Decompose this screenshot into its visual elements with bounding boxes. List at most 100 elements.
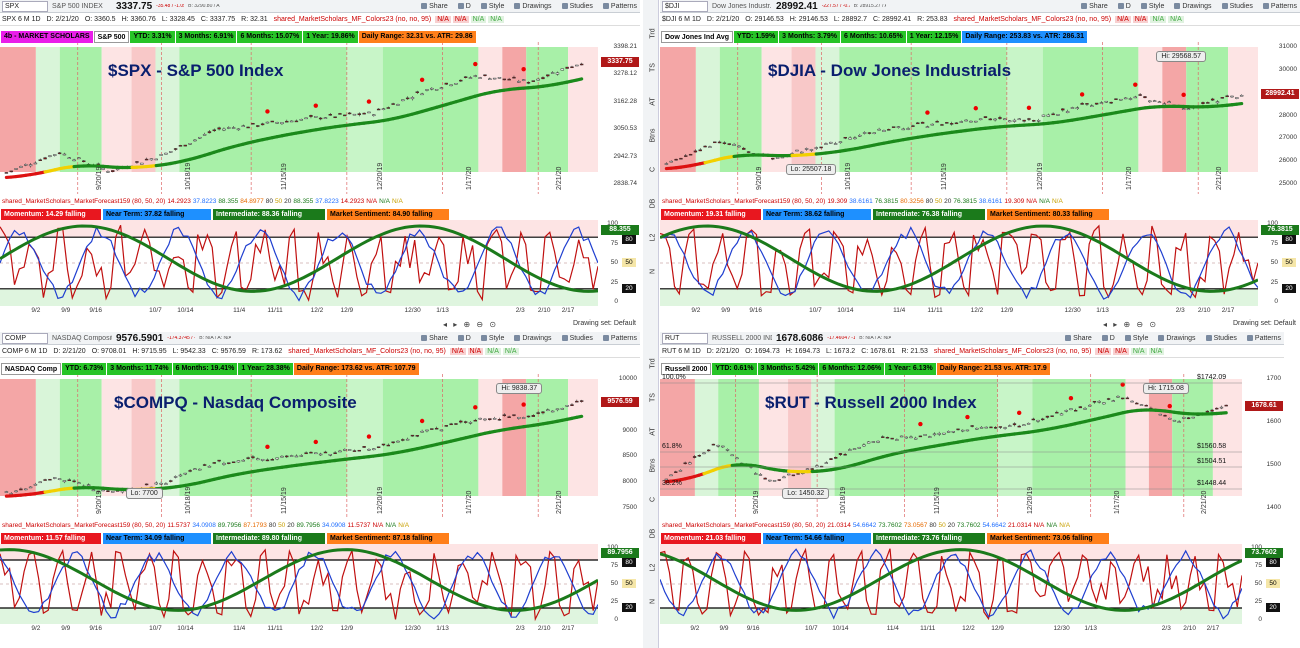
time-x-axis[interactable]: 9/2 9/9 9/16 10/7 10/14 11/4 11/11 12/2 12/9 12/3… — [660, 625, 1244, 635]
toolbar-style-button[interactable]: Style — [1122, 335, 1152, 342]
price-chart[interactable] — [660, 27, 1258, 194]
instrument-name: RUSSELL 2000 INDEX — [712, 334, 772, 342]
x-tick-label: 9/2 — [691, 307, 701, 314]
candle — [1080, 103, 1084, 105]
symbol-input[interactable]: COMP — [2, 332, 48, 344]
toolbar-patterns-button[interactable]: Patterns — [600, 335, 640, 342]
x-tick-label: 9/9 — [719, 625, 729, 632]
side-tab[interactable]: N — [649, 268, 657, 275]
candle — [410, 97, 415, 100]
candle — [679, 157, 683, 160]
low-callout: Lo: 7700 — [125, 488, 163, 499]
study-name[interactable]: shared_MarketScholars_MF_Colors23 (no, n… — [273, 16, 432, 23]
toolbar-drawings-button[interactable]: Drawings — [511, 335, 554, 342]
price-y-axis[interactable]: 1700 1600 1500 1400 — [1244, 359, 1284, 518]
price-y-axis[interactable]: 31000300002900028000270002600025000 — [1260, 27, 1300, 194]
candle — [746, 151, 751, 153]
time-x-axis[interactable]: 9/2 9/9 9/16 10/7 10/14 11/4 11/11 12/2 12/9 12/3… — [0, 307, 600, 317]
drawing-set-label[interactable]: Drawing set: Default — [572, 320, 636, 327]
study-name[interactable]: shared_MarketScholars_MarketForecast159 … — [662, 522, 826, 529]
toolbar-studies-button[interactable]: Studies — [559, 3, 596, 10]
oscillator-y-axis[interactable]: 100 75 50 25 0 — [600, 544, 640, 624]
study-name[interactable]: shared_MarketScholars_MF_Colors23 (no, n… — [933, 348, 1092, 355]
symbol-input[interactable]: SPX — [2, 0, 48, 12]
intermediate-value-tag: 89.7956 — [601, 548, 639, 558]
momentum-badges: Momentum: 14.29 falling Near Term: 37.82 … — [1, 209, 449, 220]
ohlc-field: C: 1678.61 — [861, 348, 896, 355]
toolbar-d-button[interactable]: D — [455, 335, 474, 342]
candle — [434, 89, 439, 91]
toolbar-share-button[interactable]: Share — [1062, 335, 1095, 342]
candle — [53, 477, 57, 479]
price-y-axis[interactable]: 3398.21 3278.12 3162.28 3050.53 2942.73 2838.… — [600, 27, 640, 194]
oscillator-y-axis[interactable]: 100 75 50 25 0 — [1244, 544, 1284, 624]
signal-dot — [918, 421, 923, 427]
candle — [24, 488, 28, 491]
study-name[interactable]: shared_MarketScholars_MarketForecast159 … — [2, 522, 166, 529]
time-x-axis[interactable]: 9/2 9/9 9/16 10/7 10/14 11/4 11/11 12/2 12/9 12/3… — [0, 625, 600, 635]
study-name[interactable]: shared_MarketScholars_MarketForecast159 … — [2, 198, 166, 205]
candle — [920, 121, 925, 124]
toolbar-share-button[interactable]: Share — [418, 3, 451, 10]
momentum-badge: Intermediate: 76.38 falling — [873, 209, 985, 220]
candle — [1032, 120, 1036, 122]
toolbar-drawings-button[interactable]: Drawings — [511, 3, 554, 10]
study-name[interactable]: shared_MarketScholars_MarketForecast159 … — [662, 198, 826, 205]
price-chart[interactable] — [660, 359, 1242, 518]
candle — [338, 113, 342, 115]
price-chart[interactable] — [0, 27, 598, 194]
side-tab[interactable]: N — [649, 598, 657, 605]
toolbar-studies-button[interactable]: Studies — [1219, 3, 1256, 10]
osc-tick-label: 50 — [610, 259, 618, 266]
toolbar-patterns-button[interactable]: Patterns — [1260, 3, 1300, 10]
time-x-axis[interactable]: 9/2 9/9 9/16 10/7 10/14 11/4 11/11 12/2 12/9 12/3… — [660, 307, 1260, 317]
candle — [43, 479, 47, 481]
toolbar-drawings-button[interactable]: Drawings — [1171, 3, 1214, 10]
date-marker-label: 10/18/19 — [185, 162, 193, 190]
symbol-input[interactable]: RUT — [662, 332, 708, 344]
candle — [202, 464, 207, 466]
regime-band — [35, 379, 60, 496]
price-y-axis[interactable]: 1000095009000850080007500 — [600, 359, 640, 518]
candle — [1022, 119, 1026, 122]
osc-tick-label: 0 — [1274, 298, 1278, 305]
date-marker-label: 2/21/20 — [1201, 490, 1209, 514]
date-marker-label: 11/15/19 — [281, 487, 289, 514]
drawing-set-label[interactable]: Drawing set: Default — [1232, 320, 1296, 327]
oscillator-chart[interactable] — [0, 544, 598, 624]
toolbar-patterns-button[interactable]: Patterns — [1244, 335, 1284, 342]
oscillator-chart[interactable] — [660, 220, 1258, 306]
candle — [430, 428, 434, 430]
level-50-tag: 50 — [1282, 258, 1296, 267]
oscillator-y-axis[interactable]: 100 75 50 25 0 — [1260, 220, 1300, 306]
price-chart[interactable] — [0, 359, 598, 518]
toolbar-d-button[interactable]: D — [1099, 335, 1118, 342]
toolbar-d-button[interactable]: D — [1115, 3, 1134, 10]
toolbar-style-button[interactable]: Style — [478, 335, 508, 342]
toolbar-drawings-button[interactable]: Drawings — [1155, 335, 1198, 342]
last-price: 1678.6086 — [776, 332, 824, 344]
y-tick-label: 3278.12 — [613, 70, 638, 78]
oscillator-chart[interactable] — [0, 220, 598, 306]
oscillator-chart[interactable] — [660, 544, 1242, 624]
study-name[interactable]: shared_MarketScholars_MF_Colors23 (no, n… — [953, 16, 1112, 23]
toolbar-patterns-button[interactable]: Patterns — [600, 3, 640, 10]
x-tick-label: 11/11 — [267, 625, 283, 632]
toolbar-studies-button[interactable]: Studies — [1203, 335, 1240, 342]
toolbar-share-button[interactable]: Share — [1078, 3, 1111, 10]
chart-nav-controls[interactable]: ◂ ▸ ⊕ ⊖ ⊙ — [443, 320, 499, 329]
price-change: -174.3745 / -1.79% — [167, 335, 195, 341]
toolbar-studies-button[interactable]: Studies — [559, 335, 596, 342]
toolbar-style-button[interactable]: Style — [1138, 3, 1168, 10]
toolbar-style-button[interactable]: Style — [478, 3, 508, 10]
x-tick-label: 9/16 — [89, 307, 102, 314]
symbol-input[interactable]: $DJI — [662, 0, 708, 12]
study-name[interactable]: shared_MarketScholars_MF_Colors23 (no, n… — [288, 348, 446, 355]
toolbar-d-button[interactable]: D — [455, 3, 474, 10]
oscillator-y-axis[interactable]: 100 75 50 25 0 — [600, 220, 640, 306]
candle — [454, 423, 458, 425]
candle — [468, 422, 473, 424]
candle — [48, 155, 52, 157]
chart-nav-controls[interactable]: ◂ ▸ ⊕ ⊖ ⊙ — [1103, 320, 1159, 329]
toolbar-share-button[interactable]: Share — [418, 335, 451, 342]
